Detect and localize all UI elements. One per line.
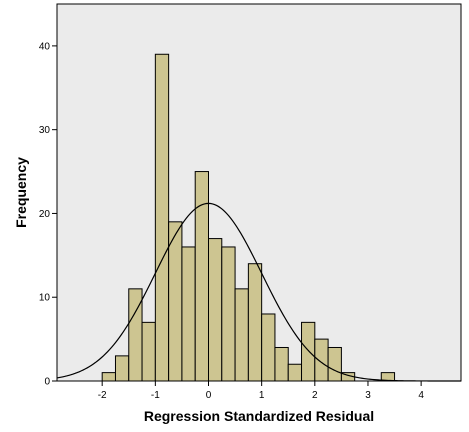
x-tick-label: 0	[206, 390, 212, 401]
histogram-bar	[181, 246, 196, 382]
x-tick-label: 4	[418, 390, 424, 401]
x-tick-label: -2	[98, 390, 107, 401]
y-tick-label: 0	[44, 377, 50, 388]
histogram-bar	[274, 346, 289, 382]
x-axis-title: Regression Standardized Residual	[144, 408, 374, 424]
histogram-bar	[168, 221, 183, 382]
histogram-bar	[327, 346, 342, 382]
x-tick-label: 3	[365, 390, 371, 401]
y-axis-title: Frequency	[13, 157, 29, 228]
histogram-bar	[301, 321, 316, 382]
normal-curve	[56, 202, 461, 382]
x-tick-label: -1	[151, 390, 160, 401]
histogram-bar	[247, 263, 263, 382]
histogram-bar	[234, 288, 249, 382]
y-tick-label: 20	[39, 209, 51, 220]
x-tick-label: 1	[259, 390, 265, 401]
y-tick-label: 10	[39, 293, 51, 304]
histogram-bar	[208, 238, 223, 382]
histogram-bar	[114, 355, 130, 382]
histogram-bar	[154, 53, 170, 382]
histogram-bar	[261, 313, 276, 382]
y-axis: 0 10 20 30 40	[39, 41, 57, 388]
histogram-bar	[101, 372, 116, 382]
x-axis: -2 -1 0 1 2 3 4	[98, 381, 424, 401]
bars-layer	[101, 53, 396, 382]
x-tick-label: 2	[312, 390, 318, 401]
y-tick-label: 40	[39, 41, 51, 52]
histogram-bar	[221, 246, 236, 382]
histogram-bar	[314, 338, 329, 382]
histogram-bar	[287, 363, 303, 382]
histogram-bar	[141, 321, 156, 382]
y-tick-label: 30	[39, 125, 51, 136]
